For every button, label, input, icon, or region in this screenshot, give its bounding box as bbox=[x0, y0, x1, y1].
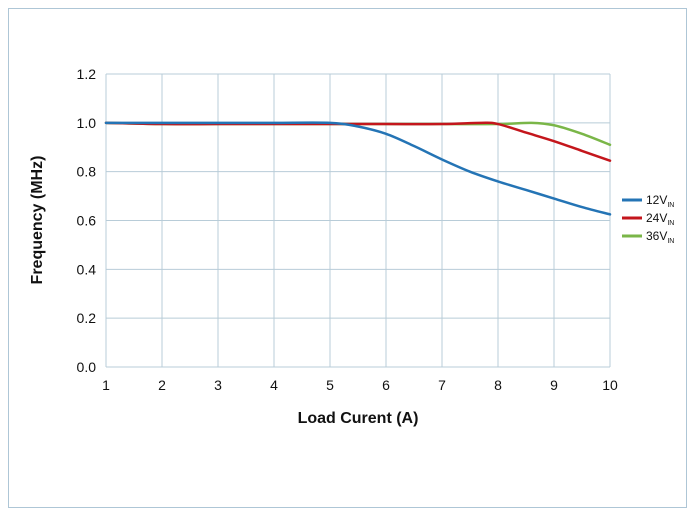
legend-label: 36VIN bbox=[646, 229, 674, 245]
x-tick-label: 2 bbox=[158, 377, 166, 393]
x-tick-label: 9 bbox=[550, 377, 558, 393]
y-tick-label: 0.0 bbox=[77, 359, 97, 375]
legend-label-subscript: IN bbox=[667, 238, 674, 245]
y-tick-label: 0.8 bbox=[77, 164, 97, 180]
x-tick-label: 7 bbox=[438, 377, 446, 393]
legend-label-main: 12V bbox=[646, 193, 667, 207]
legend-label-main: 36V bbox=[646, 229, 667, 243]
y-tick-label: 0.6 bbox=[77, 213, 97, 229]
x-tick-label: 10 bbox=[602, 377, 618, 393]
x-tick-label: 8 bbox=[494, 377, 502, 393]
x-tick-label: 3 bbox=[214, 377, 222, 393]
legend-label: 12VIN bbox=[646, 193, 674, 209]
x-tick-label: 1 bbox=[102, 377, 110, 393]
series-lines bbox=[104, 121, 612, 216]
y-tick-label: 1.0 bbox=[77, 115, 97, 131]
frequency-vs-load-chart: 0.0 0.2 0.4 0.6 0.8 1.0 1.2 1 2 3 4 5 6 7 8 9 10 Load C… bbox=[29, 66, 674, 427]
legend-label-subscript: IN bbox=[667, 220, 674, 227]
y-tick-label: 0.2 bbox=[77, 310, 97, 326]
x-tick-labels: 1 2 3 4 5 6 7 8 9 10 bbox=[102, 377, 618, 393]
y-tick-label: 1.2 bbox=[77, 66, 97, 82]
x-tick-label: 4 bbox=[270, 377, 278, 393]
y-tick-label: 0.4 bbox=[77, 261, 97, 277]
x-tick-label: 6 bbox=[382, 377, 390, 393]
legend-label-main: 24V bbox=[646, 211, 667, 225]
series-line-24v bbox=[104, 121, 612, 162]
legend-label: 24VIN bbox=[646, 211, 674, 227]
y-tick-labels: 0.0 0.2 0.4 0.6 0.8 1.0 1.2 bbox=[77, 66, 97, 375]
x-tick-label: 5 bbox=[326, 377, 334, 393]
y-axis-title: Frequency (MHz) bbox=[29, 156, 46, 285]
grid bbox=[105, 73, 611, 368]
legend-label-subscript: IN bbox=[667, 202, 674, 209]
x-axis-title: Load Curent (A) bbox=[298, 410, 419, 427]
series-line-12v bbox=[104, 121, 612, 216]
